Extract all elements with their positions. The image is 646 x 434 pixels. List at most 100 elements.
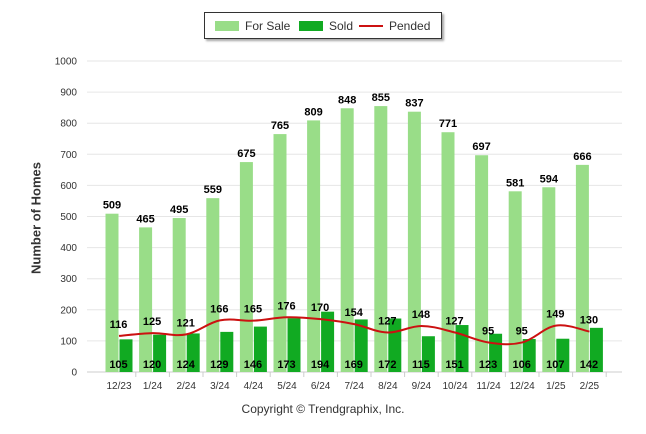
data-label-sold: 106: [513, 359, 531, 371]
data-label-sold: 169: [345, 359, 363, 371]
bar-sold: [153, 334, 167, 372]
data-label-sold: 120: [143, 359, 161, 371]
data-label-sold: 142: [580, 359, 598, 371]
data-label-sold: 105: [109, 359, 127, 371]
x-tick-label: 2/25: [580, 381, 600, 392]
bar-sold: [321, 311, 335, 372]
bar-for-sale: [105, 213, 119, 372]
legend: For Sale Sold Pended: [204, 12, 442, 39]
data-label-pended: 127: [378, 316, 396, 328]
bar-for-sale: [542, 187, 556, 372]
data-label-pended: 116: [110, 319, 128, 331]
data-label-sold: 194: [311, 359, 330, 371]
y-tick-label: 1000: [55, 57, 78, 68]
x-tick-label: 8/24: [378, 381, 398, 392]
legend-label-sold: Sold: [329, 19, 354, 33]
legend-line-pended: [359, 25, 383, 27]
data-label-for-sale: 848: [338, 94, 356, 106]
y-tick-label: 900: [60, 88, 77, 99]
bar-sold: [119, 339, 133, 372]
data-label-pended: 127: [445, 316, 463, 328]
bar-for-sale: [307, 120, 321, 372]
data-label-pended: 121: [177, 317, 195, 329]
y-tick-label: 800: [60, 119, 77, 130]
data-label-for-sale: 697: [472, 141, 490, 153]
data-label-for-sale: 495: [170, 204, 188, 216]
data-label-sold: 146: [244, 359, 262, 371]
data-label-for-sale: 666: [573, 151, 591, 163]
data-label-pended: 170: [311, 302, 329, 314]
legend-swatch-for-sale: [215, 21, 239, 31]
data-label-sold: 107: [546, 359, 564, 371]
x-tick-label: 11/24: [476, 381, 501, 392]
bar-for-sale: [575, 164, 589, 372]
x-tick-label: 9/24: [412, 381, 432, 392]
bar-for-sale: [374, 106, 388, 372]
bar-for-sale: [508, 191, 522, 372]
x-tick-label: 6/24: [311, 381, 331, 392]
y-axis-label: Number of Homes: [28, 162, 44, 274]
y-tick-label: 300: [60, 274, 77, 285]
bar-for-sale: [239, 162, 253, 372]
y-tick-label: 600: [60, 181, 77, 192]
data-label-for-sale: 837: [405, 98, 423, 110]
copyright-text: Copyright © Trendgraphix, Inc.: [241, 402, 405, 416]
legend-item-for-sale[interactable]: For Sale: [215, 19, 290, 33]
bar-sold: [220, 331, 234, 372]
y-tick-label: 200: [60, 305, 77, 316]
x-tick-label: 3/24: [210, 381, 230, 392]
bar-for-sale: [273, 134, 287, 372]
legend-item-sold[interactable]: Sold: [299, 19, 353, 33]
data-label-for-sale: 465: [136, 213, 154, 225]
data-label-for-sale: 855: [372, 92, 390, 104]
bar-sold: [354, 319, 368, 372]
bar-for-sale: [340, 108, 354, 372]
data-label-for-sale: 765: [271, 120, 289, 132]
data-label-for-sale: 771: [439, 118, 457, 130]
data-label-pended: 149: [546, 309, 564, 321]
y-tick-label: 100: [60, 336, 77, 347]
data-label-pended: 95: [516, 325, 528, 337]
bar-for-sale: [206, 198, 220, 372]
data-label-pended: 176: [277, 300, 295, 312]
legend-item-pended[interactable]: Pended: [359, 19, 430, 33]
data-label-pended: 125: [143, 316, 161, 328]
data-label-pended: 165: [244, 304, 262, 316]
data-label-pended: 166: [210, 303, 228, 315]
bar-sold: [287, 318, 301, 372]
legend-label-pended: Pended: [389, 19, 431, 33]
y-tick-label: 700: [60, 150, 77, 161]
data-label-sold: 173: [277, 359, 295, 371]
data-label-sold: 129: [210, 359, 228, 371]
bar-for-sale: [475, 155, 489, 372]
bar-sold: [186, 333, 200, 372]
x-tick-label: 5/24: [277, 381, 297, 392]
data-label-pended: 148: [412, 309, 430, 321]
bar-sold: [522, 339, 536, 372]
data-label-sold: 151: [445, 359, 463, 371]
data-label-sold: 115: [412, 359, 430, 371]
data-label-for-sale: 675: [237, 148, 255, 160]
bar-for-sale: [441, 132, 455, 372]
legend-swatch-sold: [299, 21, 323, 31]
y-tick-label: 400: [60, 243, 77, 254]
bar-sold: [556, 338, 570, 372]
data-label-sold: 172: [378, 359, 396, 371]
bar-sold: [421, 336, 435, 372]
data-label-pended: 95: [482, 325, 494, 337]
data-label-pended: 130: [580, 315, 598, 327]
x-tick-label: 7/24: [344, 381, 364, 392]
bar-sold: [589, 327, 603, 372]
x-tick-label: 1/24: [143, 381, 163, 392]
x-tick-label: 2/24: [176, 381, 196, 392]
x-tick-label: 1/25: [546, 381, 566, 392]
y-tick-label: 500: [60, 212, 77, 223]
y-tick-label: 0: [71, 368, 77, 379]
data-label-for-sale: 594: [540, 173, 559, 185]
pended-line: [118, 316, 590, 346]
bar-sold: [253, 326, 267, 372]
legend-label-for-sale: For Sale: [245, 19, 291, 33]
data-label-pended: 154: [345, 307, 364, 319]
bar-for-sale: [407, 111, 421, 373]
